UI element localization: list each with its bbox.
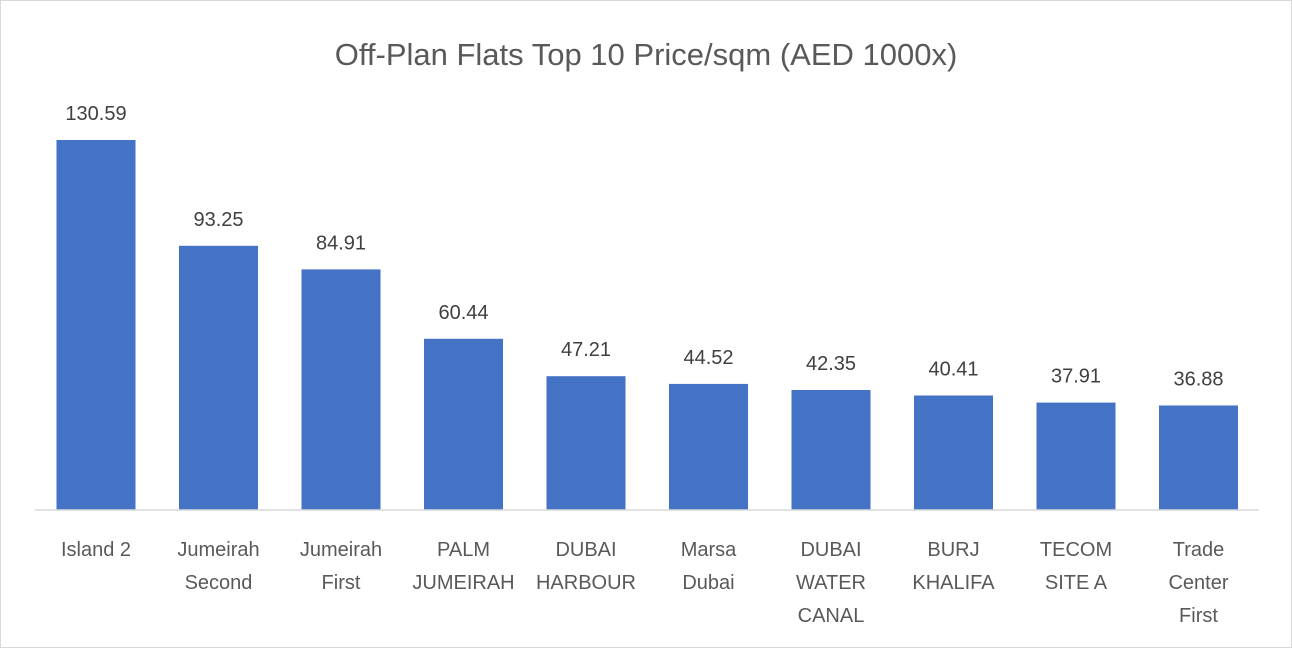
category-label-line: Jumeirah	[177, 539, 259, 561]
category-label-line: Trade	[1173, 539, 1225, 561]
category-label-1: Island 2	[61, 539, 131, 561]
chart-title: Off-Plan Flats Top 10 Price/sqm (AED 100…	[335, 37, 958, 72]
bar-5	[546, 376, 626, 510]
category-label-line: BURJ	[927, 539, 979, 561]
bar-7	[791, 390, 871, 510]
value-labels-group: 130.59 93.25 84.91 60.44 47.21 44.52 42.35 40.4…	[65, 103, 1223, 391]
bar-10	[1159, 405, 1238, 510]
bar-2	[179, 245, 258, 511]
category-label-line: Jumeirah	[300, 539, 382, 561]
category-label-line: First	[1179, 605, 1218, 627]
category-label-line: SITE A	[1045, 572, 1108, 594]
category-labels-group: Island 2 Jumeirah Second Jumeirah First PALM J…	[61, 539, 1229, 627]
category-label-8: BURJ KHALIFA	[912, 539, 995, 594]
category-label-line: KHALIFA	[912, 572, 995, 594]
category-label-5: DUBAI HARBOUR	[536, 539, 636, 594]
value-label-3: 84.91	[316, 232, 366, 254]
bar-1	[56, 140, 136, 510]
category-label-7: DUBAI WATER CANAL	[796, 539, 866, 627]
category-label-line: TECOM	[1040, 539, 1112, 561]
category-label-line: Center	[1168, 572, 1228, 594]
category-label-line: DUBAI	[555, 539, 616, 561]
category-label-line: WATER	[796, 572, 866, 594]
bar-9	[1036, 402, 1116, 510]
category-label-line: HARBOUR	[536, 572, 636, 594]
bar-4	[424, 338, 503, 510]
category-label-line: Second	[185, 572, 253, 594]
category-label-6: Marsa Dubai	[681, 539, 737, 594]
value-label-9: 37.91	[1051, 366, 1101, 388]
category-label-line: Island 2	[61, 539, 131, 561]
category-label-4: PALM JUMEIRAH	[412, 539, 514, 594]
bars-group	[56, 140, 1238, 511]
value-label-2: 93.25	[193, 209, 243, 231]
category-label-9: TECOM SITE A	[1040, 539, 1112, 594]
value-label-5: 47.21	[561, 339, 611, 361]
value-label-4: 60.44	[438, 302, 488, 324]
bar-8	[914, 395, 993, 510]
category-label-10: Trade Center First	[1168, 539, 1228, 627]
category-label-3: Jumeirah First	[300, 539, 382, 594]
category-label-line: CANAL	[798, 605, 865, 627]
value-label-7: 42.35	[806, 353, 856, 375]
bar-3	[301, 269, 381, 510]
category-label-line: Dubai	[682, 572, 734, 594]
value-label-8: 40.41	[928, 359, 978, 381]
category-label-line: PALM	[437, 539, 490, 561]
value-label-1: 130.59	[65, 103, 126, 125]
value-label-10: 36.88	[1173, 369, 1223, 391]
category-label-line: Marsa	[681, 539, 737, 561]
value-label-6: 44.52	[683, 347, 733, 369]
category-label-line: DUBAI	[800, 539, 861, 561]
category-label-line: First	[322, 572, 361, 594]
category-label-line: JUMEIRAH	[412, 572, 514, 594]
bar-6	[669, 383, 748, 510]
category-label-2: Jumeirah Second	[177, 539, 259, 594]
